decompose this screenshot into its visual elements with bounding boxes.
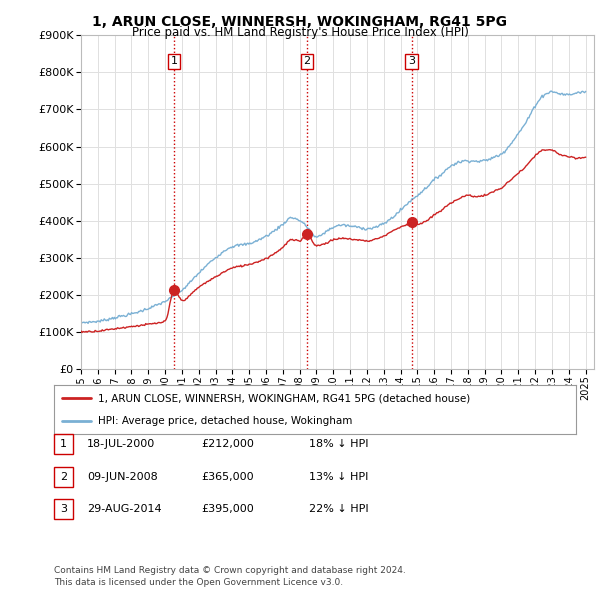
Text: 1, ARUN CLOSE, WINNERSH, WOKINGHAM, RG41 5PG (detached house): 1, ARUN CLOSE, WINNERSH, WOKINGHAM, RG41… bbox=[98, 394, 470, 404]
Text: £212,000: £212,000 bbox=[201, 440, 254, 449]
Text: 1: 1 bbox=[60, 440, 67, 449]
Text: 1, ARUN CLOSE, WINNERSH, WOKINGHAM, RG41 5PG: 1, ARUN CLOSE, WINNERSH, WOKINGHAM, RG41… bbox=[92, 15, 508, 29]
Text: 3: 3 bbox=[60, 504, 67, 514]
Text: Contains HM Land Registry data © Crown copyright and database right 2024.
This d: Contains HM Land Registry data © Crown c… bbox=[54, 566, 406, 587]
Text: 1: 1 bbox=[170, 56, 178, 66]
Text: 22% ↓ HPI: 22% ↓ HPI bbox=[309, 504, 368, 514]
Text: 09-JUN-2008: 09-JUN-2008 bbox=[87, 472, 158, 481]
Text: 3: 3 bbox=[408, 56, 415, 66]
Text: £395,000: £395,000 bbox=[201, 504, 254, 514]
Text: 18-JUL-2000: 18-JUL-2000 bbox=[87, 440, 155, 449]
Text: £365,000: £365,000 bbox=[201, 472, 254, 481]
Text: 13% ↓ HPI: 13% ↓ HPI bbox=[309, 472, 368, 481]
Text: HPI: Average price, detached house, Wokingham: HPI: Average price, detached house, Woki… bbox=[98, 415, 353, 425]
Text: 18% ↓ HPI: 18% ↓ HPI bbox=[309, 440, 368, 449]
Text: Price paid vs. HM Land Registry's House Price Index (HPI): Price paid vs. HM Land Registry's House … bbox=[131, 26, 469, 39]
Text: 2: 2 bbox=[304, 56, 311, 66]
Text: 29-AUG-2014: 29-AUG-2014 bbox=[87, 504, 161, 514]
Text: 2: 2 bbox=[60, 472, 67, 481]
